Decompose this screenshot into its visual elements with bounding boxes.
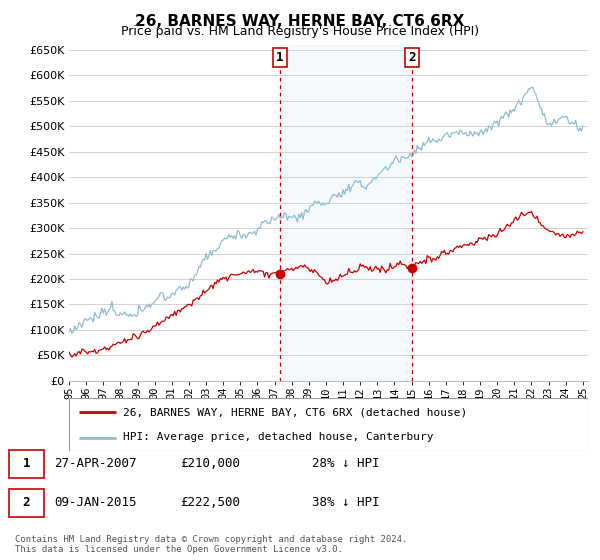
Text: 2: 2 bbox=[23, 496, 30, 510]
Text: 26, BARNES WAY, HERNE BAY, CT6 6RX (detached house): 26, BARNES WAY, HERNE BAY, CT6 6RX (deta… bbox=[124, 408, 468, 418]
Text: Price paid vs. HM Land Registry's House Price Index (HPI): Price paid vs. HM Land Registry's House … bbox=[121, 25, 479, 38]
FancyBboxPatch shape bbox=[69, 398, 588, 451]
Text: £222,500: £222,500 bbox=[180, 496, 240, 510]
Text: 38% ↓ HPI: 38% ↓ HPI bbox=[312, 496, 380, 510]
Text: Contains HM Land Registry data © Crown copyright and database right 2024.
This d: Contains HM Land Registry data © Crown c… bbox=[15, 535, 407, 554]
Text: 1: 1 bbox=[23, 457, 30, 470]
Text: £210,000: £210,000 bbox=[180, 457, 240, 470]
Text: 2: 2 bbox=[409, 51, 416, 64]
Bar bbox=[280, 45, 412, 381]
Text: 27-APR-2007: 27-APR-2007 bbox=[54, 457, 137, 470]
Text: 26, BARNES WAY, HERNE BAY, CT6 6RX: 26, BARNES WAY, HERNE BAY, CT6 6RX bbox=[136, 14, 464, 29]
Text: HPI: Average price, detached house, Canterbury: HPI: Average price, detached house, Cant… bbox=[124, 432, 434, 442]
Text: 09-JAN-2015: 09-JAN-2015 bbox=[54, 496, 137, 510]
Text: 1: 1 bbox=[276, 51, 284, 64]
Text: 28% ↓ HPI: 28% ↓ HPI bbox=[312, 457, 380, 470]
